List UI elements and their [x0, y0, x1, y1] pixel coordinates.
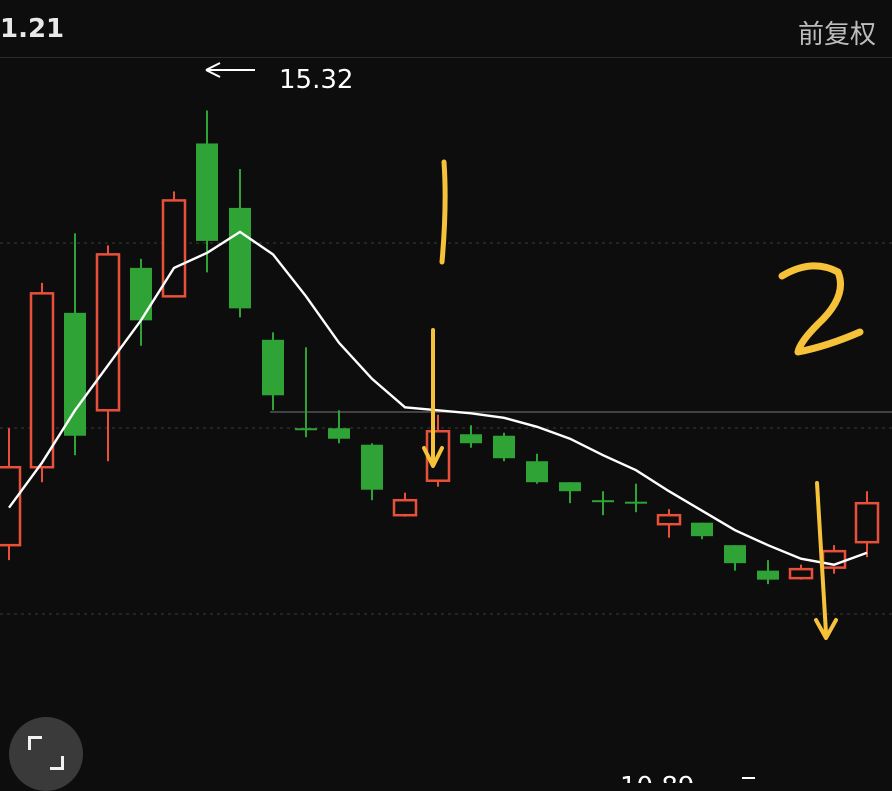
- fullscreen-icon: [28, 736, 42, 750]
- candle: [724, 545, 746, 571]
- high-annotation: 15.32: [205, 62, 353, 95]
- candle: [788, 564, 814, 580]
- digit-2-stroke: [778, 262, 864, 356]
- candle-body-down: [328, 428, 350, 439]
- candle: [161, 191, 187, 298]
- price-scale-top-label: 1.21: [0, 14, 65, 44]
- low-price-label: 10.89: [620, 772, 694, 783]
- candle: [425, 414, 451, 487]
- candle-body-up: [95, 253, 121, 412]
- candles: [0, 110, 880, 585]
- candle-body-down: [361, 444, 383, 490]
- arrow-left-icon: [205, 62, 255, 78]
- candle-body-up: [854, 501, 880, 544]
- handwritten-marker-1: [422, 159, 448, 468]
- grid-lines: [0, 242, 892, 615]
- candle: [295, 347, 317, 438]
- candle: [262, 332, 284, 411]
- moving-average-line: [8, 230, 868, 566]
- candle-body-down: [130, 267, 152, 321]
- high-price-label: 15.32: [279, 65, 353, 95]
- candle: [625, 483, 647, 513]
- candle-body-down: [625, 501, 647, 504]
- candle: [392, 492, 418, 517]
- candle: [29, 282, 55, 483]
- candle-body-down: [64, 312, 86, 436]
- candle-body-up: [656, 513, 682, 526]
- candle-body-down: [724, 545, 746, 564]
- candle-body-up: [29, 292, 55, 469]
- candle: [229, 168, 251, 318]
- candle-body-down: [757, 570, 779, 580]
- candle-body-down: [295, 428, 317, 431]
- candle: [592, 491, 614, 516]
- candle-body-up: [392, 498, 418, 517]
- candle: [821, 545, 847, 574]
- candle-body-down: [196, 143, 218, 241]
- candle: [361, 443, 383, 501]
- fullscreen-icon-corner: [50, 756, 64, 770]
- candle: [196, 110, 218, 273]
- candle: [64, 233, 86, 456]
- candle-body-down: [229, 207, 251, 309]
- candle: [460, 425, 482, 448]
- candle: [130, 258, 152, 346]
- candle: [0, 428, 22, 561]
- candle-body-down: [460, 434, 482, 444]
- candle: [493, 432, 515, 462]
- candle: [559, 482, 581, 504]
- candle: [757, 560, 779, 585]
- candle-body-down: [526, 461, 548, 483]
- candle-body-down: [559, 482, 581, 492]
- down-arrow-icon: [814, 481, 838, 640]
- candle: [854, 491, 880, 558]
- digit-1-stroke: [439, 159, 448, 265]
- handwritten-marker-2: [778, 262, 864, 640]
- candle: [656, 509, 682, 538]
- candle-body-up: [788, 567, 814, 580]
- candle-body-down: [493, 435, 515, 459]
- candle-body-up: [161, 199, 187, 298]
- candle: [691, 522, 713, 540]
- candle-body-down: [691, 522, 713, 537]
- down-arrow-icon: [422, 328, 444, 468]
- low-annotation: 10.89: [620, 772, 755, 783]
- fullscreen-button[interactable]: [9, 717, 83, 791]
- candle: [328, 410, 350, 444]
- candle-body-down: [592, 500, 614, 503]
- candle: [526, 453, 548, 484]
- chart-top-border: [0, 57, 892, 58]
- price-adjustment-toggle[interactable]: 前复权: [797, 20, 876, 50]
- candle-body-down: [262, 339, 284, 396]
